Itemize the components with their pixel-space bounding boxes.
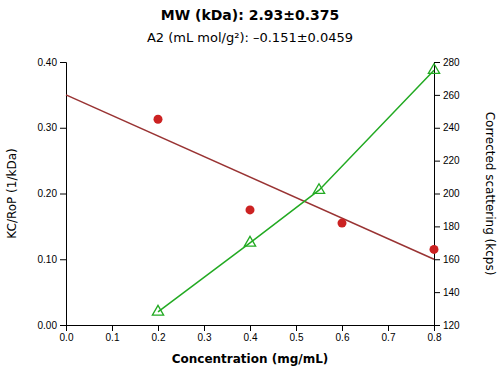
x-axis-tick-label: 0.4 [244, 332, 258, 343]
y2-axis-tick-label: 280 [443, 57, 460, 68]
chart: 0.00.10.20.30.40.50.60.70.80.000.100.200… [0, 0, 500, 371]
x-axis-tick-mark [296, 325, 297, 331]
x-axis-tick: 0.2 [152, 325, 166, 343]
y-axis-tick: 0.40 [38, 57, 66, 68]
x-axis-tick-label: 0.2 [152, 332, 166, 343]
y-axis-tick-mark [60, 128, 66, 129]
x-axis-tick-label: 0.3 [198, 332, 212, 343]
y-axis-tick: 0.00 [38, 320, 66, 331]
y2-axis-tick-mark [434, 292, 440, 293]
y2-axis-tick-mark [434, 226, 440, 227]
series [152, 64, 439, 315]
y-axis-tick-mark [60, 62, 66, 63]
x-axis-tick: 0.1 [106, 325, 120, 343]
x-axis-tick: 0.8 [428, 325, 442, 343]
y2-axis-tick: 240 [434, 122, 460, 133]
x-axis-tick: 0.7 [382, 325, 396, 343]
y2-axis-tick: 180 [434, 221, 460, 232]
title: MW (kDa): 2.93±0.375 [161, 7, 339, 23]
x-axis-tick: 0.5 [290, 325, 304, 343]
plot-area: 0.00.10.20.30.40.50.60.70.80.000.100.200… [5, 57, 497, 366]
point [244, 236, 255, 246]
y-axis-line [60, 63, 67, 326]
y2-axis-tick-label: 140 [443, 287, 460, 298]
point [428, 64, 439, 74]
point [154, 115, 163, 124]
y2-axis-tick: 220 [434, 155, 460, 166]
y-axis-tick-mark [60, 259, 66, 260]
x-axis-tick: 0.6 [336, 325, 350, 343]
point [338, 219, 347, 228]
y2-axis-tick-label: 160 [443, 254, 460, 265]
y2-axis-tick-label: 240 [443, 122, 460, 133]
x-axis-tick-mark [158, 325, 159, 331]
x-axis-tick-label: 0.6 [336, 332, 350, 343]
x-axis-tick-label: 0.1 [106, 332, 120, 343]
x-axis-tick: 0.4 [244, 325, 258, 343]
marks [66, 64, 440, 315]
series [154, 115, 439, 254]
y2-axis-title: Corrected scattering (kcps) [483, 112, 497, 276]
y2-axis-tick: 160 [434, 254, 460, 265]
line [66, 95, 434, 259]
y2-axis-tick: 120 [434, 320, 460, 331]
x-axis-tick-mark [388, 325, 389, 331]
y2-axis-tick: 260 [434, 90, 460, 101]
y2-axis-tick-label: 220 [443, 155, 460, 166]
y2-axis-tick-label: 200 [443, 188, 460, 199]
y2-axis-tick-mark [434, 325, 440, 326]
y2-axis-tick-mark [434, 62, 440, 63]
x-axis-tick-mark [204, 325, 205, 331]
y2-axis-tick: 200 [434, 188, 460, 199]
y-axis-tick-label: 0.00 [38, 320, 58, 331]
x-axis-tick-label: 0.8 [428, 332, 442, 343]
y2-axis-tick-mark [434, 259, 440, 260]
y-axis-tick-label: 0.20 [38, 188, 58, 199]
y-axis-tick: 0.20 [38, 188, 66, 199]
x-axis-tick: 0.3 [198, 325, 212, 343]
y-axis-tick-label: 0.30 [38, 122, 58, 133]
y-axis-tick-label: 0.10 [38, 254, 58, 265]
x-axis-title: Concentration (mg/mL) [172, 352, 329, 366]
y2-axis-tick-label: 260 [443, 90, 460, 101]
x-axis-tick-label: 0.0 [60, 332, 74, 343]
y-axis-tick-mark [60, 325, 66, 326]
y-axis: 0.00 0.10 0.20 0.30 0.40 [38, 57, 67, 331]
y-axis-title: KC/RoP (1/kDa) [5, 148, 19, 238]
y-axis-tick: 0.10 [38, 254, 66, 265]
chart-container: 0.00.10.20.30.40.50.60.70.80.000.100.200… [0, 0, 500, 371]
y2-axis-tick-mark [434, 95, 440, 96]
x-axis-tick: 0.0 [60, 325, 74, 343]
y2-axis-tick-mark [434, 194, 440, 195]
y-axis-tick: 0.30 [38, 122, 66, 133]
x-axis-tick-mark [112, 325, 113, 331]
y2-axis-tick-mark [434, 128, 440, 129]
y-axis-tick-mark [60, 194, 66, 195]
x-axis-line [67, 326, 435, 332]
x-axis-tick-mark [250, 325, 251, 331]
point [152, 305, 163, 315]
series [66, 95, 434, 259]
x-axis-tick-label: 0.7 [382, 332, 396, 343]
x-axis-tick-mark [342, 325, 343, 331]
y2-axis: 120 140 160 180 200 220 240 260 280 [434, 57, 460, 331]
y2-axis-tick-label: 180 [443, 221, 460, 232]
y2-axis-tick: 280 [434, 57, 460, 68]
y2-axis-line [435, 63, 441, 326]
subtitle: A2 (mL mol/g²): –0.151±0.0459 [147, 30, 353, 45]
x-axis-tick-label: 0.5 [290, 332, 304, 343]
y2-axis-tick-mark [434, 161, 440, 162]
point [246, 205, 255, 214]
x-axis: 0.0 0.1 0.2 0.3 0.4 0.5 0.6 0.7 0.8 [60, 325, 442, 343]
point [430, 245, 439, 254]
y2-axis-tick: 140 [434, 287, 460, 298]
y2-axis-tick-label: 120 [443, 320, 460, 331]
y-axis-tick-label: 0.40 [38, 57, 58, 68]
point [313, 184, 324, 194]
line [158, 70, 434, 312]
